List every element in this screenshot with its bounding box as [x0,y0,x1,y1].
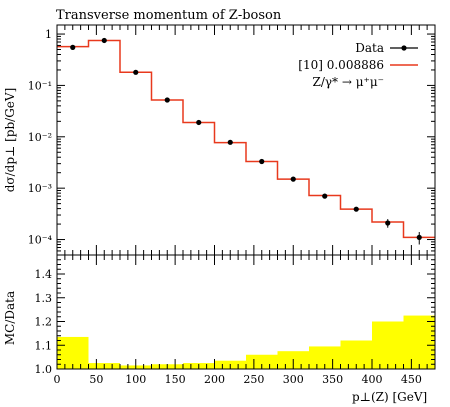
ratio-y-tick-label: 1.3 [35,292,53,305]
ratio-band [403,315,435,369]
top-panel: 1 10⁻¹ 10⁻² 10⁻³ 10⁻⁴ Data [10] 0.008886 Z/γ* →… [28,24,436,256]
x-tick-label: 250 [243,373,264,386]
data-point [416,234,422,241]
ratio-y-tick-label: 1.0 [35,363,53,376]
legend-label: [10] 0.008886 [298,58,384,72]
data-point [196,119,202,126]
data-point [227,139,233,145]
x-axis-label: p⊥(Z) [GeV] [352,390,427,404]
data-point [164,97,170,103]
y-tick-label: 10⁻² [28,131,52,144]
ratio-y-tick-label: 1.4 [35,268,53,281]
y-tick-label: 1 [45,28,52,41]
x-tick-label: 0 [54,373,61,386]
legend-label: Data [355,41,384,55]
x-tick-label: 200 [204,373,225,386]
legend-label: Z/γ* → μ⁺μ⁻ [312,75,384,89]
y-tick-label: 10⁻³ [28,182,52,195]
legend-data-marker [401,45,407,51]
mc-histogram-line [57,39,435,239]
data-point [385,220,391,226]
ratio-y-axis-label: MC/Data [3,291,17,345]
ratio-y-tick-label: 1.1 [35,339,53,352]
data-point [322,193,328,199]
ratio-y-tick-label: 1.2 [35,316,53,329]
ratio-band [57,336,89,369]
data-point [133,69,139,75]
data-point [101,37,107,44]
x-tick-label: 50 [89,373,103,386]
x-tick-label: 350 [322,373,343,386]
chart-title: Transverse momentum of Z-boson [56,8,282,23]
x-tick-label: 150 [165,373,186,386]
data-point [259,158,265,165]
x-tick-label: 100 [125,373,146,386]
y-tick-label: 10⁻⁴ [28,234,53,247]
data-point [290,176,296,182]
top-y-axis-label: dσ/dp⊥ [pb/GeV] [3,88,17,193]
ratio-band [372,321,404,369]
data-point [353,206,359,212]
x-tick-label: 450 [401,373,422,386]
x-tick-label: 300 [283,373,304,386]
x-tick-label: 400 [362,373,383,386]
data-point [70,44,76,50]
y-tick-label: 10⁻¹ [28,79,52,92]
ratio-panel: 1.0 1.1 1.2 1.3 1.4 0 50 100 150 200 250 300 350 400 4… [35,254,436,386]
